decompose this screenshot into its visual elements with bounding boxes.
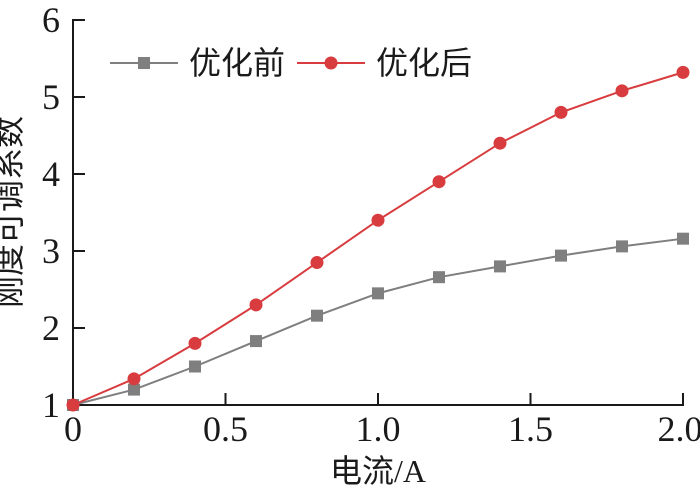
y-tick-label: 2 xyxy=(42,308,60,348)
x-tick-label: 0.5 xyxy=(203,409,248,449)
series-after-marker xyxy=(310,256,324,270)
y-axis-label: 刚度可调系数 xyxy=(0,116,27,308)
series-before-marker xyxy=(372,287,384,300)
series-after-marker xyxy=(66,398,80,412)
axes: 1 2 3 4 5 6 0 0.5 1.0 1.5 2.0 xyxy=(42,0,700,449)
legend-before-label: 优化前 xyxy=(189,45,285,81)
y-tick-label: 1 xyxy=(42,385,60,425)
x-axis-label: 电流/A xyxy=(330,453,426,489)
x-tick-label: 1.5 xyxy=(508,409,553,449)
legend: 优化前 优化后 xyxy=(110,45,472,81)
series-after-marker xyxy=(249,298,263,312)
series-after-marker xyxy=(432,175,446,189)
series-before-marker xyxy=(555,249,567,262)
series-after-marker xyxy=(324,56,338,70)
series-before-marker xyxy=(616,240,628,253)
x-tick-label: 0 xyxy=(64,409,82,449)
x-tick-label: 1.0 xyxy=(356,409,401,449)
series-before-marker xyxy=(677,232,689,245)
x-tick-label: 2.0 xyxy=(658,409,700,449)
y-tick-label: 6 xyxy=(42,0,60,40)
series-before-marker xyxy=(494,260,506,273)
legend-after-label: 优化后 xyxy=(376,45,472,81)
series-after-marker xyxy=(127,372,141,386)
y-tick-label: 4 xyxy=(42,154,60,194)
series-before-marker xyxy=(138,57,150,69)
series-after-marker xyxy=(493,136,507,150)
series-before-marker xyxy=(433,271,445,284)
series-before-line xyxy=(72,237,684,406)
series-after-marker xyxy=(615,84,629,98)
series-before-marker xyxy=(189,360,201,373)
series-after-marker xyxy=(371,213,385,227)
series-after-line xyxy=(72,71,684,406)
y-tick-label: 5 xyxy=(42,77,60,117)
series-before-marker xyxy=(311,309,323,322)
series-before-marker xyxy=(250,335,262,348)
series-after-marker xyxy=(676,65,690,79)
y-tick-label: 3 xyxy=(42,231,60,271)
series-after-marker xyxy=(188,336,202,350)
series-before-marker xyxy=(128,383,140,396)
series-after-marker xyxy=(554,105,568,119)
series xyxy=(66,65,690,412)
